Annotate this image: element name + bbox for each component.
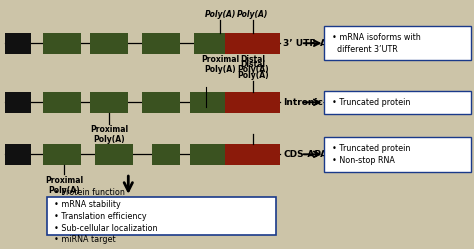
Bar xyxy=(190,144,218,165)
FancyBboxPatch shape xyxy=(46,197,276,235)
Text: CDS-APA: CDS-APA xyxy=(283,150,328,159)
Text: • Truncated protein: • Truncated protein xyxy=(331,98,410,107)
Bar xyxy=(225,33,280,54)
Bar xyxy=(5,144,31,165)
Text: • mRNA isoforms with
  different 3’UTR: • mRNA isoforms with different 3’UTR xyxy=(331,33,420,54)
Text: • Truncated protein
• Non-stop RNA: • Truncated protein • Non-stop RNA xyxy=(331,144,410,165)
FancyBboxPatch shape xyxy=(324,26,472,61)
Text: Proximal
Poly(A): Proximal Poly(A) xyxy=(46,176,83,195)
Bar xyxy=(218,144,225,165)
Bar xyxy=(91,92,128,113)
Bar xyxy=(225,92,280,113)
Text: Poly(A): Poly(A) xyxy=(205,10,236,19)
Text: Distal
Poly(A): Distal Poly(A) xyxy=(237,61,268,80)
Bar xyxy=(190,92,216,113)
Text: Proximal
Poly(A): Proximal Poly(A) xyxy=(91,125,128,144)
Text: Poly(A): Poly(A) xyxy=(237,10,268,19)
Bar xyxy=(220,33,225,54)
Bar xyxy=(5,33,31,54)
Bar xyxy=(43,33,81,54)
Bar xyxy=(43,92,81,113)
Bar xyxy=(143,33,180,54)
Bar xyxy=(43,144,81,165)
Text: Distal
Poly(A): Distal Poly(A) xyxy=(237,55,268,74)
FancyBboxPatch shape xyxy=(324,137,472,172)
Bar xyxy=(95,144,133,165)
Bar xyxy=(143,92,180,113)
FancyBboxPatch shape xyxy=(324,91,472,114)
Text: 3’ UTR-APA: 3’ UTR-APA xyxy=(283,39,340,48)
Bar xyxy=(152,144,180,165)
Bar xyxy=(225,144,280,165)
Bar xyxy=(194,33,220,54)
Bar xyxy=(5,92,31,113)
Text: Intronic-APA: Intronic-APA xyxy=(283,98,346,107)
Text: • Protein function
• mRNA stability
• Translation efficiency
• Sub-cellular loca: • Protein function • mRNA stability • Tr… xyxy=(54,188,157,245)
Bar xyxy=(91,33,128,54)
Bar xyxy=(216,92,225,113)
Text: Proximal
Poly(A): Proximal Poly(A) xyxy=(201,55,239,74)
